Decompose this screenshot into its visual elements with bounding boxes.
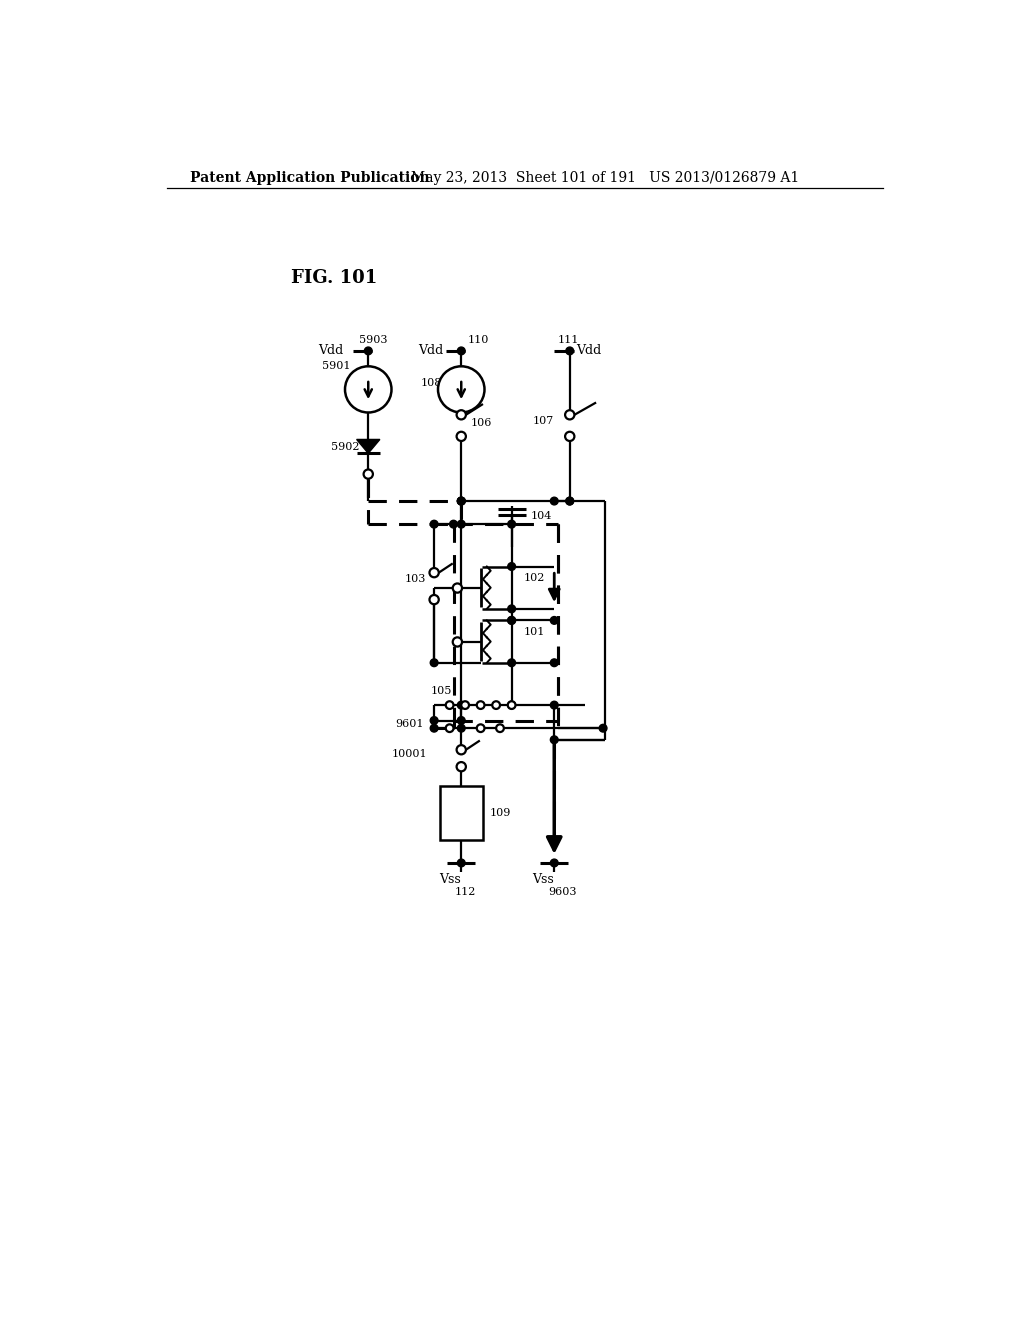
Circle shape	[508, 701, 515, 709]
Circle shape	[565, 432, 574, 441]
Circle shape	[508, 616, 515, 624]
Polygon shape	[356, 440, 380, 453]
Text: 112: 112	[455, 887, 476, 898]
Circle shape	[458, 859, 465, 867]
Text: Vss: Vss	[532, 874, 554, 887]
Circle shape	[508, 605, 515, 612]
Text: 103: 103	[404, 574, 426, 583]
Circle shape	[450, 520, 458, 528]
Text: 5902: 5902	[331, 442, 359, 453]
Circle shape	[508, 701, 515, 709]
Circle shape	[458, 717, 465, 725]
Circle shape	[445, 701, 454, 709]
Text: FIG. 101: FIG. 101	[291, 269, 377, 286]
Text: Vdd: Vdd	[419, 345, 443, 358]
Circle shape	[430, 520, 438, 528]
Bar	[440, 785, 483, 840]
Circle shape	[550, 659, 558, 667]
Circle shape	[364, 470, 373, 479]
Text: Vdd: Vdd	[317, 345, 343, 358]
Text: 9603: 9603	[548, 887, 577, 898]
Circle shape	[461, 701, 469, 709]
Text: 108: 108	[421, 379, 442, 388]
Circle shape	[429, 595, 438, 605]
Circle shape	[457, 411, 466, 420]
Text: 109: 109	[489, 808, 511, 818]
Circle shape	[550, 737, 558, 743]
Circle shape	[438, 367, 484, 413]
Text: 104: 104	[531, 511, 552, 521]
Text: 110: 110	[467, 335, 488, 345]
Circle shape	[453, 583, 462, 593]
Text: Vdd: Vdd	[575, 345, 601, 358]
Circle shape	[457, 744, 466, 755]
Circle shape	[566, 498, 573, 506]
Text: 107: 107	[532, 416, 554, 426]
Circle shape	[458, 347, 465, 355]
Circle shape	[458, 701, 465, 709]
Circle shape	[345, 367, 391, 413]
Circle shape	[458, 498, 465, 506]
Circle shape	[550, 859, 558, 867]
Circle shape	[508, 520, 515, 528]
Text: May 23, 2013  Sheet 101 of 191   US 2013/0126879 A1: May 23, 2013 Sheet 101 of 191 US 2013/01…	[411, 170, 799, 185]
Circle shape	[430, 717, 438, 725]
Circle shape	[550, 616, 558, 624]
Text: 105: 105	[430, 686, 452, 696]
Text: 102: 102	[523, 573, 545, 583]
Circle shape	[477, 725, 484, 733]
Circle shape	[508, 616, 515, 624]
Text: 5901: 5901	[322, 362, 350, 371]
Circle shape	[477, 701, 484, 709]
Text: Patent Application Publication: Patent Application Publication	[190, 170, 430, 185]
Text: 10001: 10001	[391, 748, 427, 759]
Circle shape	[430, 725, 438, 733]
Circle shape	[550, 701, 558, 709]
Circle shape	[599, 725, 607, 733]
Text: Vss: Vss	[439, 874, 461, 887]
Text: 5903: 5903	[359, 335, 387, 345]
Circle shape	[458, 520, 465, 528]
Circle shape	[566, 498, 573, 506]
Circle shape	[365, 347, 372, 355]
Circle shape	[550, 498, 558, 506]
Circle shape	[458, 498, 465, 506]
Text: 9601: 9601	[395, 719, 424, 730]
Circle shape	[496, 725, 504, 733]
Circle shape	[445, 725, 454, 733]
Circle shape	[458, 498, 465, 506]
Text: 111: 111	[558, 335, 580, 345]
Circle shape	[453, 638, 462, 647]
Circle shape	[565, 411, 574, 420]
Circle shape	[429, 568, 438, 577]
Text: 101: 101	[523, 627, 545, 638]
Circle shape	[566, 347, 573, 355]
Circle shape	[508, 659, 515, 667]
Circle shape	[457, 762, 466, 771]
Circle shape	[458, 725, 465, 733]
Circle shape	[493, 701, 500, 709]
Text: 106: 106	[471, 417, 492, 428]
Circle shape	[457, 432, 466, 441]
Circle shape	[430, 659, 438, 667]
Circle shape	[508, 562, 515, 570]
